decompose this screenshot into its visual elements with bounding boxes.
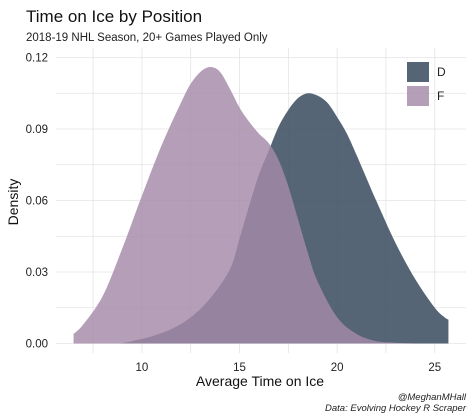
chart-title: Time on Ice by Position (26, 7, 202, 26)
density-area-f (73, 67, 416, 344)
legend-swatch-d (407, 62, 429, 82)
legend-label-d: D (437, 65, 446, 79)
y-tick-label: 0.09 (26, 124, 48, 136)
chart-subtitle: 2018-19 NHL Season, 20+ Games Played Onl… (26, 32, 268, 44)
legend-label-f: F (437, 89, 444, 103)
caption-source: Data: Evolving Hockey R Scraper (325, 403, 467, 414)
legend: DF (407, 62, 446, 106)
x-tick-label: 20 (331, 362, 344, 374)
x-axis-ticks: 10 15 20 25 (136, 362, 442, 374)
y-tick-label: 0.12 (26, 53, 48, 65)
x-tick-label: 25 (428, 362, 441, 374)
y-tick-label: 0.03 (26, 267, 48, 279)
y-tick-label: 0.06 (26, 196, 48, 208)
x-tick-label: 10 (136, 362, 149, 374)
x-axis-title: Average Time on Ice (196, 373, 324, 389)
y-tick-label: 0.00 (26, 338, 48, 350)
density-areas (73, 67, 449, 344)
y-axis-ticks: 0.00 0.03 0.06 0.09 0.12 (26, 53, 48, 351)
y-axis-title: Density (5, 179, 21, 226)
caption-author: @MeghanMHall (398, 392, 467, 403)
legend-swatch-f (407, 86, 429, 106)
x-tick-label: 15 (233, 362, 246, 374)
